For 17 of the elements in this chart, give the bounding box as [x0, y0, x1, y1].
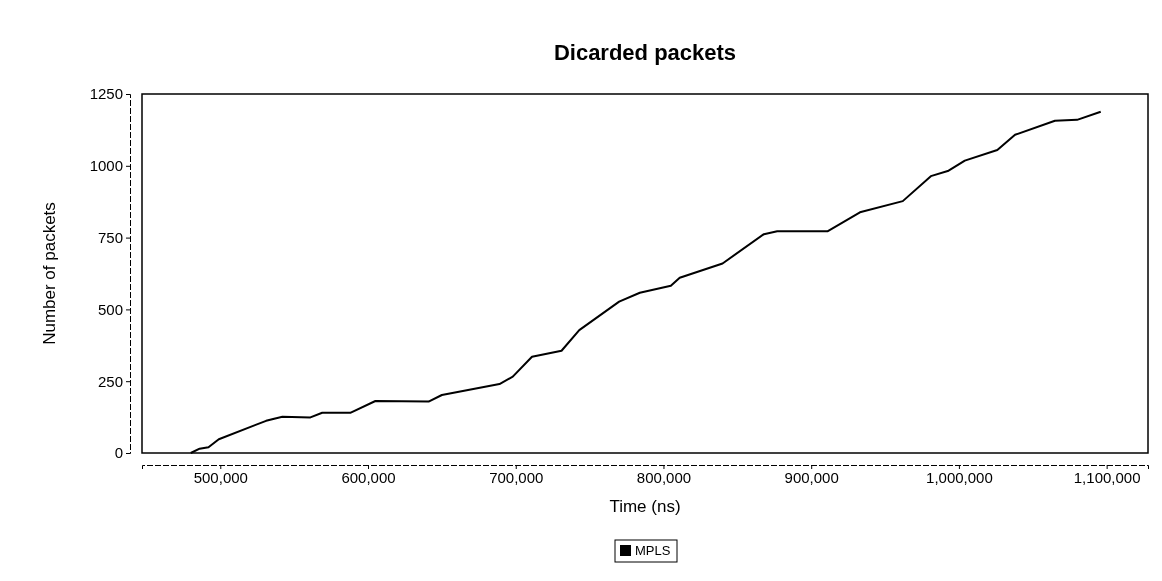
y-tick-label: 1000	[89, 157, 123, 175]
y-tick-label: 250	[97, 372, 123, 390]
chart-title: Dicarded packets	[553, 40, 737, 65]
y-tick-label: 0	[114, 444, 123, 462]
x-tick-label: 600,000	[341, 468, 396, 486]
x-axis-title: Time (ns)	[609, 497, 681, 516]
y-axis-title: Number of packets	[40, 202, 59, 345]
legend-label: MPLS	[635, 543, 671, 558]
x-tick-label: 1,100,000	[1073, 468, 1141, 486]
x-tick-label: 500,000	[193, 468, 248, 486]
x-tick-label: 800,000	[636, 468, 692, 486]
y-tick-label: 750	[97, 228, 123, 246]
x-tick-label: 900,000	[784, 468, 839, 486]
y-tick-label: 1250	[89, 85, 123, 103]
y-tick-label: 500	[97, 300, 123, 318]
x-tick-label: 700,000	[489, 468, 544, 486]
x-tick-label: 1,000,000	[926, 468, 993, 486]
